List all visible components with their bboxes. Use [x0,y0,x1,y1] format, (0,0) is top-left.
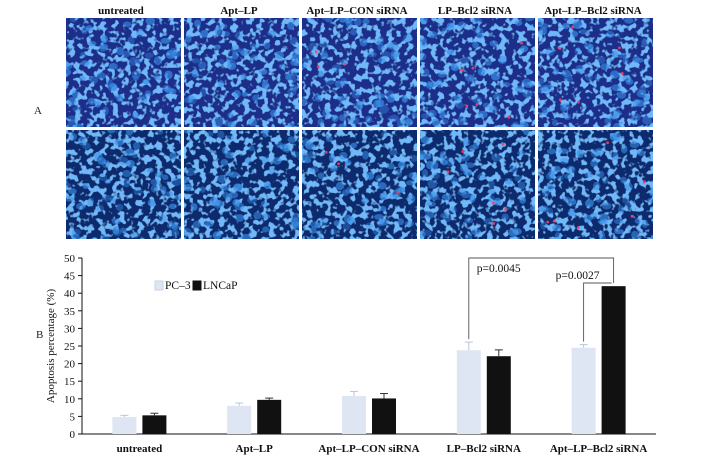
bar-pc3 [112,417,137,434]
legend-swatch [154,280,164,291]
legend-label: PC–3 [165,280,191,292]
y-tick-label: 15 [64,376,76,388]
x-tick-label: untreated [117,443,163,455]
legend-label: LNCaP [203,280,238,292]
column-header-apt-lp: Apt–LP [220,5,258,17]
significance-bracket-1 [468,257,615,340]
y-tick-label: 30 [64,323,76,335]
micrograph-r2-apt-lp-con-sirna [302,130,417,239]
micrograph-r2-apt-lp-bcl2-sirna [538,130,653,239]
bar-pc3 [227,405,252,434]
significance-bracket-2 [583,282,612,342]
y-tick-label: 10 [64,394,76,406]
bar-lncap [257,399,282,434]
bar-lncap [372,398,396,434]
panel-a-label: A [34,105,42,117]
bar-lncap [601,286,626,434]
x-tick-label: Apt–LP [236,443,274,455]
legend-swatch [192,280,202,291]
y-tick-label: 25 [64,341,76,353]
micrograph-r1-lp-bcl2-sirna [420,18,535,127]
micrograph-r1-apt-lp [184,18,299,127]
y-tick-label: 35 [64,306,76,318]
micrograph-column-headers: untreated Apt–LP Apt–LP–CON siRNA LP–Bcl2 s… [98,5,642,17]
bar-pc3 [456,350,481,434]
micrograph-r1-untreated [66,18,181,127]
column-header-apt-lp-con-sirna: Apt–LP–CON siRNA [306,5,407,17]
x-tick-label: Apt–LP–Bcl2 siRNA [550,443,648,455]
p-value-label-2: p=0.0027 [556,270,600,282]
y-tick-label: 0 [70,429,76,441]
column-header-apt-lp-bcl2-sirna: Apt–LP–Bcl2 siRNA [544,5,642,17]
y-tick-label: 40 [64,288,76,300]
micrograph-r1-apt-lp-con-sirna [302,18,417,127]
bar-lncap [486,356,511,434]
bar-pc3 [342,395,366,434]
y-axis-label: Apoptosis percentage (%) [45,289,57,404]
bar-chart: 0 5 10 15 20 25 30 35 40 45 50 untreated Apt–LP Apt–L… [64,253,656,455]
y-tick-label: 50 [64,253,76,265]
micrograph-grid [66,18,653,239]
column-header-lp-bcl2-sirna: LP–Bcl2 siRNA [438,5,512,17]
micrograph-r2-lp-bcl2-sirna [420,130,535,239]
panel-b-label: B [36,329,43,341]
micrograph-r2-untreated [66,130,181,239]
x-tick-label: Apt–LP–CON siRNA [318,443,419,455]
bar-pc3 [571,347,596,434]
micrograph-r2-apt-lp [184,130,299,239]
column-header-untreated: untreated [98,5,144,17]
bar-lncap [142,415,167,434]
y-tick-label: 5 [70,411,76,423]
p-value-label-1: p=0.0045 [477,263,521,275]
y-tick-label: 20 [64,359,76,371]
micrograph-r1-apt-lp-bcl2-sirna [538,18,653,127]
y-tick-label: 45 [64,271,76,283]
x-tick-label: LP–Bcl2 siRNA [447,443,521,455]
